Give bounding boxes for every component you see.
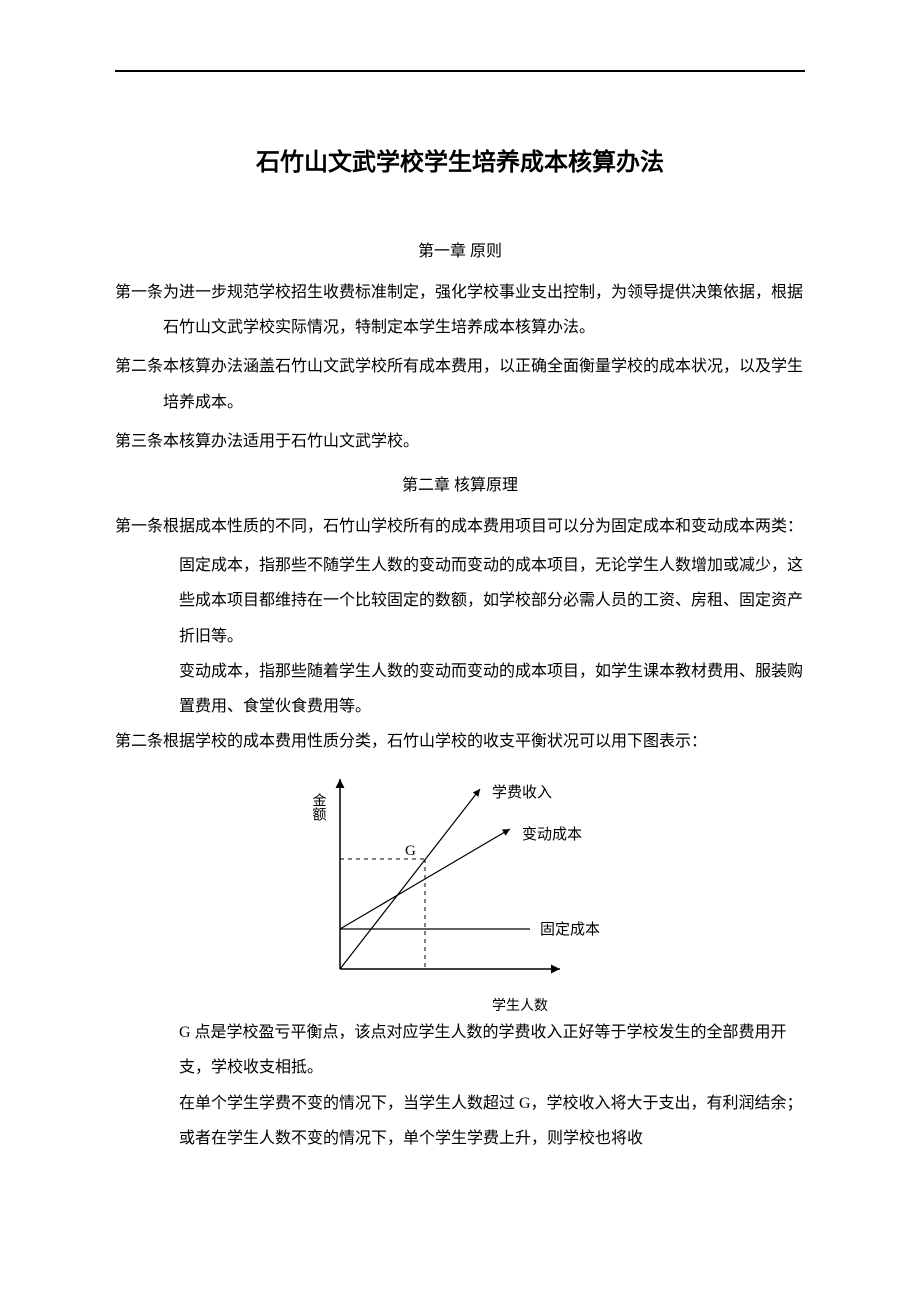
article-body: 根据成本性质的不同，石竹山学校所有的成本费用项目可以分为固定成本和变动成本两类： [163,509,805,544]
article-body: 本核算办法适用于石竹山文武学校。 [163,424,805,459]
c2a1-para-variable: 变动成本，指那些随着学生人数的变动而变动的成本项目，如学生课本教材费用、服装购置… [179,654,805,724]
c2a2-para-g: G 点是学校盈亏平衡点，该点对应学生人数的学费收入正好等于学校发生的全部费用开支… [179,1015,805,1085]
breakeven-diagram: 金额固定成本 变动成本 学费收入 G [115,769,805,989]
c2-article-2: 第二条 根据学校的成本费用性质分类，石竹山学校的收支平衡状况可以用下图表示： [115,724,805,759]
article-body: 本核算办法涵盖石竹山文武学校所有成本费用，以正确全面衡量学校的成本状况，以及学生… [163,349,805,419]
document-title: 石竹山文武学校学生培养成本核算办法 [115,142,805,177]
article-label: 第一条 [115,509,163,544]
article-label: 第二条 [115,724,163,759]
c1-article-2: 第二条 本核算办法涵盖石竹山文武学校所有成本费用，以正确全面衡量学校的成本状况，… [115,349,805,419]
svg-text:金额: 金额 [311,793,327,821]
article-body: 为进一步规范学校招生收费标准制定，强化学校事业支出控制，为领导提供决策依据，根据… [163,275,805,345]
article-label: 第一条 [115,275,163,345]
c1-article-3: 第三条 本核算办法适用于石竹山文武学校。 [115,424,805,459]
x-axis-caption: 学生人数 [235,995,805,1015]
c2a1-para-fixed: 固定成本，指那些不随学生人数的变动而变动的成本项目，无论学生人数增加或减少，这些… [179,548,805,654]
article-body: 根据学校的成本费用性质分类，石竹山学校的收支平衡状况可以用下图表示： [163,724,805,759]
svg-text:学费收入: 学费收入 [492,784,552,801]
chapter-2-heading: 第二章 核算原理 [115,471,805,495]
top-rule [115,70,805,72]
c2a2-para-surplus: 在单个学生学费不变的情况下，当学生人数超过 G，学校收入将大于支出，有利润结余；… [179,1086,805,1156]
article-label: 第二条 [115,349,163,419]
c2-article-1: 第一条 根据成本性质的不同，石竹山学校所有的成本费用项目可以分为固定成本和变动成… [115,509,805,544]
svg-text:G: G [405,843,416,859]
svg-text:固定成本: 固定成本 [540,921,600,938]
breakeven-svg: 金额固定成本 变动成本 学费收入 G [280,769,640,989]
chapter-1-heading: 第一章 原则 [115,237,805,261]
svg-text:变动成本: 变动成本 [522,826,582,843]
article-label: 第三条 [115,424,163,459]
c1-article-1: 第一条 为进一步规范学校招生收费标准制定，强化学校事业支出控制，为领导提供决策依… [115,275,805,345]
